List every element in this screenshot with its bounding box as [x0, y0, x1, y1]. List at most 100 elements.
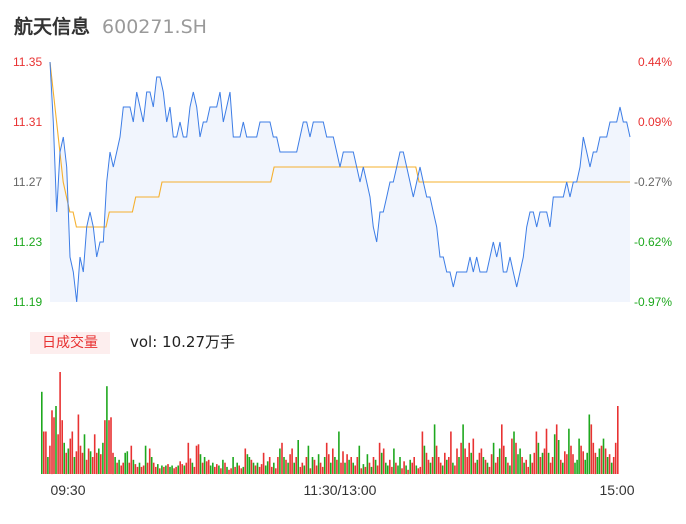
volume-bar: [220, 468, 222, 474]
volume-bar: [340, 462, 342, 474]
volume-bar: [391, 466, 393, 474]
volume-bar: [393, 448, 395, 474]
volume-bar: [244, 448, 247, 474]
volume-bar: [419, 466, 422, 474]
volume-bar: [425, 452, 428, 475]
volume-bar: [382, 448, 385, 474]
volume-bar: [187, 442, 190, 474]
volume-bar: [307, 445, 310, 474]
volume-bar: [533, 452, 536, 475]
volume-bar: [248, 457, 251, 474]
volume-bar: [134, 464, 137, 474]
volume-bar: [389, 459, 391, 474]
volume-bar: [551, 457, 554, 474]
volume-bar: [466, 457, 468, 474]
volume-bar: [185, 462, 188, 474]
volume-bar: [350, 457, 352, 474]
volume-bar: [311, 457, 314, 474]
volume-bar: [494, 462, 497, 474]
volume-bar: [285, 459, 287, 474]
volume-bar: [513, 431, 515, 474]
volume-bar: [89, 451, 92, 474]
volume-bar: [405, 465, 407, 474]
volume-bar: [574, 462, 576, 474]
volume-bar: [378, 442, 381, 474]
volume-bar: [576, 459, 578, 474]
volume-bar: [431, 457, 434, 474]
volume-bar: [207, 459, 210, 474]
volume-bar: [279, 448, 281, 474]
volume-bar: [63, 442, 65, 474]
volume-bar: [55, 406, 57, 474]
volume-bar: [592, 442, 595, 474]
volume-bar: [297, 440, 299, 474]
volume-bar: [395, 462, 397, 474]
volume-bar: [100, 454, 102, 474]
volume-bar: [293, 462, 295, 474]
volume-bar: [478, 452, 481, 475]
volume-bar: [106, 386, 108, 474]
volume-bar: [480, 448, 483, 474]
volume-bar: [468, 442, 470, 474]
volume-bar: [596, 457, 599, 474]
price-tick-label: 11.19: [13, 295, 42, 309]
volume-bar: [236, 462, 238, 474]
volume-bar: [250, 459, 253, 474]
volume-bar: [336, 459, 338, 474]
volume-bar: [256, 462, 259, 474]
percent-tick-label: -0.27%: [634, 175, 672, 189]
volume-bar: [580, 445, 582, 474]
volume-bar: [437, 457, 440, 474]
volume-bar: [602, 438, 605, 474]
volume-bar: [553, 434, 556, 474]
volume-bar: [275, 468, 277, 474]
volume-bar: [47, 457, 49, 474]
volume-bar: [417, 468, 420, 474]
volume-bar: [271, 466, 273, 474]
volume-badge[interactable]: 日成交量: [30, 332, 110, 354]
volume-bar: [366, 454, 369, 474]
time-tick-label: 15:00: [599, 482, 634, 498]
price-tick-label: 11.23: [13, 235, 42, 249]
volume-bar: [439, 462, 442, 474]
volume-bar: [114, 457, 116, 474]
volume-bar: [452, 462, 454, 474]
volume-bar: [470, 452, 472, 475]
volume-bar: [562, 462, 564, 474]
volume-bar: [183, 465, 186, 474]
volume-bar: [98, 448, 100, 474]
volume-bar: [545, 428, 548, 474]
volume-bar: [195, 445, 198, 474]
volume-bar: [61, 420, 63, 474]
volume-bar: [252, 462, 255, 474]
volume-bar: [197, 444, 200, 475]
volume-bar: [122, 462, 124, 474]
volume-bar: [496, 457, 499, 474]
volume-bar: [531, 462, 534, 474]
volume-bar: [266, 461, 269, 475]
volume-bar: [59, 372, 61, 474]
volume-bar: [65, 452, 67, 475]
volume-bar: [264, 465, 267, 474]
volume-bar: [515, 442, 517, 474]
volume-bar: [549, 462, 552, 474]
stock-code: 600271.SH: [102, 16, 207, 38]
volume-bar: [332, 448, 334, 474]
volume-bar: [108, 420, 110, 474]
volume-bar: [232, 457, 234, 474]
volume-bar: [568, 428, 570, 474]
volume-bar: [258, 466, 261, 474]
volume-bar: [529, 454, 532, 474]
volume-bar: [590, 424, 593, 474]
volume-bar: [171, 465, 173, 474]
volume-bar: [472, 438, 475, 474]
volume-bar: [334, 457, 336, 474]
volume-bar: [142, 465, 145, 474]
percent-axis: 0.44% 0.09% -0.27% -0.62% -0.97%: [634, 55, 672, 309]
volume-bar: [169, 466, 171, 474]
volume-bar: [474, 462, 477, 474]
volume-bar: [87, 448, 90, 474]
volume-label: vol: 10.27万手: [130, 333, 235, 351]
volume-bar: [519, 448, 521, 474]
volume-bar: [124, 452, 126, 475]
